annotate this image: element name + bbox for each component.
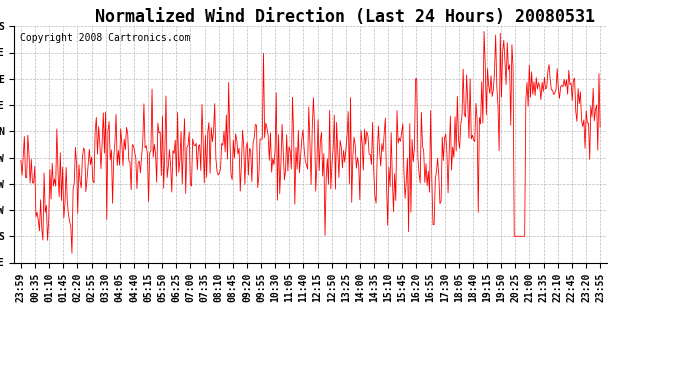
Text: Normalized Wind Direction (Last 24 Hours) 20080531: Normalized Wind Direction (Last 24 Hours…: [95, 8, 595, 26]
Text: Copyright 2008 Cartronics.com: Copyright 2008 Cartronics.com: [20, 33, 190, 44]
